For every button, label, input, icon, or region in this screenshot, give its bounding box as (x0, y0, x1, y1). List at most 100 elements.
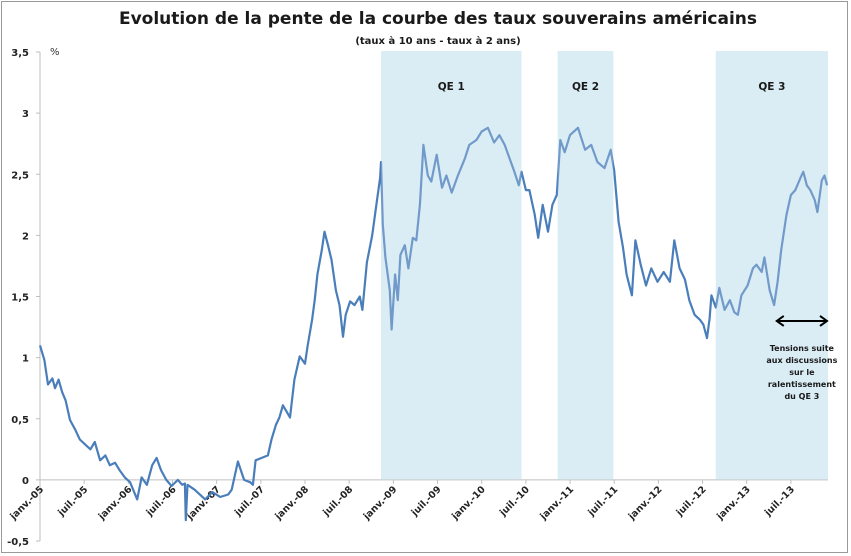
arrow-head-left-icon (775, 315, 785, 327)
data-point (187, 484, 189, 486)
data-point (307, 344, 309, 346)
annotation-line: aux discussions (766, 356, 837, 365)
data-point (278, 417, 280, 419)
data-point (231, 489, 233, 491)
y-tick-label: 1 (22, 354, 29, 365)
data-point (136, 498, 138, 500)
data-point (379, 177, 381, 179)
data-point (551, 204, 553, 206)
data-point (547, 231, 549, 233)
data-point (104, 454, 106, 456)
data-point (69, 419, 71, 421)
x-tick-label: juil.-05 (55, 484, 90, 519)
data-point (289, 417, 291, 419)
x-tick-label: janv.-13 (714, 484, 753, 523)
qe-labels: QE 1 QE 2 QE 3 (438, 81, 786, 93)
data-point (631, 294, 633, 296)
data-point (237, 461, 239, 463)
data-point (371, 234, 373, 236)
data-point (702, 324, 704, 326)
data-point (684, 278, 686, 280)
data-point (293, 379, 295, 381)
x-tick-label: juil.-08 (320, 484, 355, 519)
data-point (316, 274, 318, 276)
data-point (39, 344, 41, 346)
data-point (114, 462, 116, 464)
data-point (58, 379, 60, 381)
data-point (669, 281, 671, 283)
data-point (227, 494, 229, 496)
y-tick-label: 3,5 (11, 48, 29, 59)
data-point (243, 479, 245, 481)
data-point (626, 274, 628, 276)
data-point (160, 469, 162, 471)
y-tick-label: 2,5 (11, 170, 29, 181)
qe-shade-overlay (380, 51, 828, 480)
data-point (345, 314, 347, 316)
data-point (679, 267, 681, 269)
data-point (709, 318, 711, 320)
annotation-line: ralentissement (768, 380, 836, 389)
qe-period-shade (557, 51, 614, 480)
annotation-text: Tensions suite aux discussions sur le ralen… (766, 344, 837, 401)
y-tick-label: 0 (22, 476, 29, 487)
data-point (261, 457, 263, 459)
data-point (613, 170, 615, 172)
y-tick-label: -0,5 (7, 537, 29, 548)
x-tick-label: janv.-10 (449, 484, 488, 523)
data-point (79, 439, 81, 441)
data-point (194, 489, 196, 491)
data-point (304, 363, 306, 365)
data-point (99, 459, 101, 461)
chart-title: Evolution de la pente de la courbe des t… (119, 9, 757, 29)
y-axis-ticks: 3,5 3 2,5 2 1,5 1 0,5 0 -0,5 (7, 48, 40, 548)
qe-period-label: QE 1 (438, 81, 465, 93)
x-tick-label: janv.-06 (96, 484, 135, 523)
data-point (361, 309, 363, 311)
series-line-spread (38, 126, 829, 522)
data-point (109, 464, 111, 466)
data-point (271, 439, 273, 441)
data-point (699, 319, 701, 321)
data-point (185, 519, 187, 521)
annotation-line: sur le (789, 368, 815, 377)
x-axis-ticks: janv.-05 juil.-05 janv.-06 juil.-06 janv.-07… (7, 479, 797, 523)
data-point (311, 319, 313, 321)
x-tick-label: juil.-13 (762, 484, 797, 519)
data-point (534, 214, 536, 216)
data-point (327, 244, 329, 246)
data-point (151, 464, 153, 466)
annotation: Tensions suite aux discussions sur le ralen… (766, 315, 838, 401)
data-point (184, 483, 186, 485)
chart-subtitle: (taux à 10 ans - taux à 2 ans) (355, 35, 520, 47)
data-point (650, 267, 652, 269)
x-tick-label: janv.-07 (184, 484, 223, 523)
data-point (141, 476, 143, 478)
data-point (61, 391, 63, 393)
data-point (47, 384, 49, 386)
x-tick-label: janv.-09 (361, 484, 400, 523)
data-point (299, 355, 301, 357)
data-point (314, 299, 316, 301)
data-point (129, 481, 131, 483)
data-point (267, 454, 269, 456)
data-point (634, 239, 636, 241)
data-point (339, 304, 341, 306)
data-point (165, 479, 167, 481)
data-point (349, 300, 351, 302)
y-axis-unit-label: % (50, 47, 60, 58)
data-point (286, 410, 288, 412)
data-point (177, 479, 179, 481)
x-tick-label: juil.-12 (674, 484, 709, 519)
qe-period-shade (715, 51, 828, 480)
data-point (542, 204, 544, 206)
y-tick-label: 1,5 (11, 293, 29, 304)
data-point (54, 387, 56, 389)
x-tick-label: juil.-09 (409, 484, 444, 519)
data-point (673, 239, 675, 241)
y-tick-label: 2 (22, 231, 29, 242)
data-point (204, 498, 206, 500)
x-tick-label: juil.-07 (232, 484, 267, 519)
qe-shaded-periods (380, 51, 828, 480)
